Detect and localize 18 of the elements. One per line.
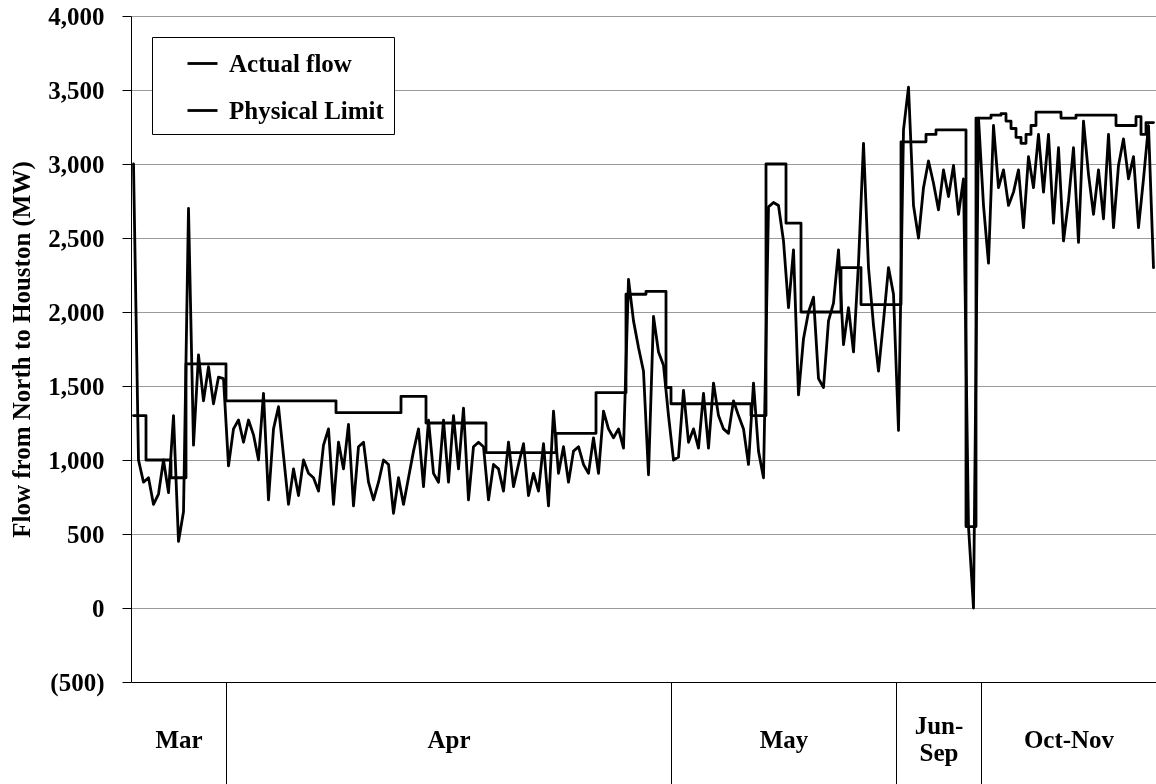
y-tick-label: 1,500: [48, 372, 105, 400]
y-tick-label: 3,500: [48, 76, 105, 104]
y-tick-label: 3,000: [48, 150, 105, 178]
legend-label: Actual flow: [229, 49, 352, 77]
y-tick-label: 500: [67, 520, 105, 548]
y-tick-label: 2,500: [48, 224, 105, 252]
x-tick-label: Oct-Nov: [1023, 725, 1115, 753]
x-tick-label: Mar: [155, 725, 203, 753]
legend-label: Physical Limit: [229, 96, 385, 124]
y-tick-label: 4,000: [48, 2, 105, 30]
y-tick-label: (500): [50, 668, 105, 697]
x-tick-label: May: [759, 725, 809, 753]
x-tick-label: Jun-Sep: [914, 712, 964, 767]
x-tick-label: Apr: [427, 725, 471, 753]
y-axis-title: Flow from North to Houston (MW): [8, 161, 37, 538]
y-tick-label: 1,000: [48, 446, 105, 474]
y-tick-label: 2,000: [48, 298, 105, 326]
y-tick-label: 0: [92, 594, 105, 622]
